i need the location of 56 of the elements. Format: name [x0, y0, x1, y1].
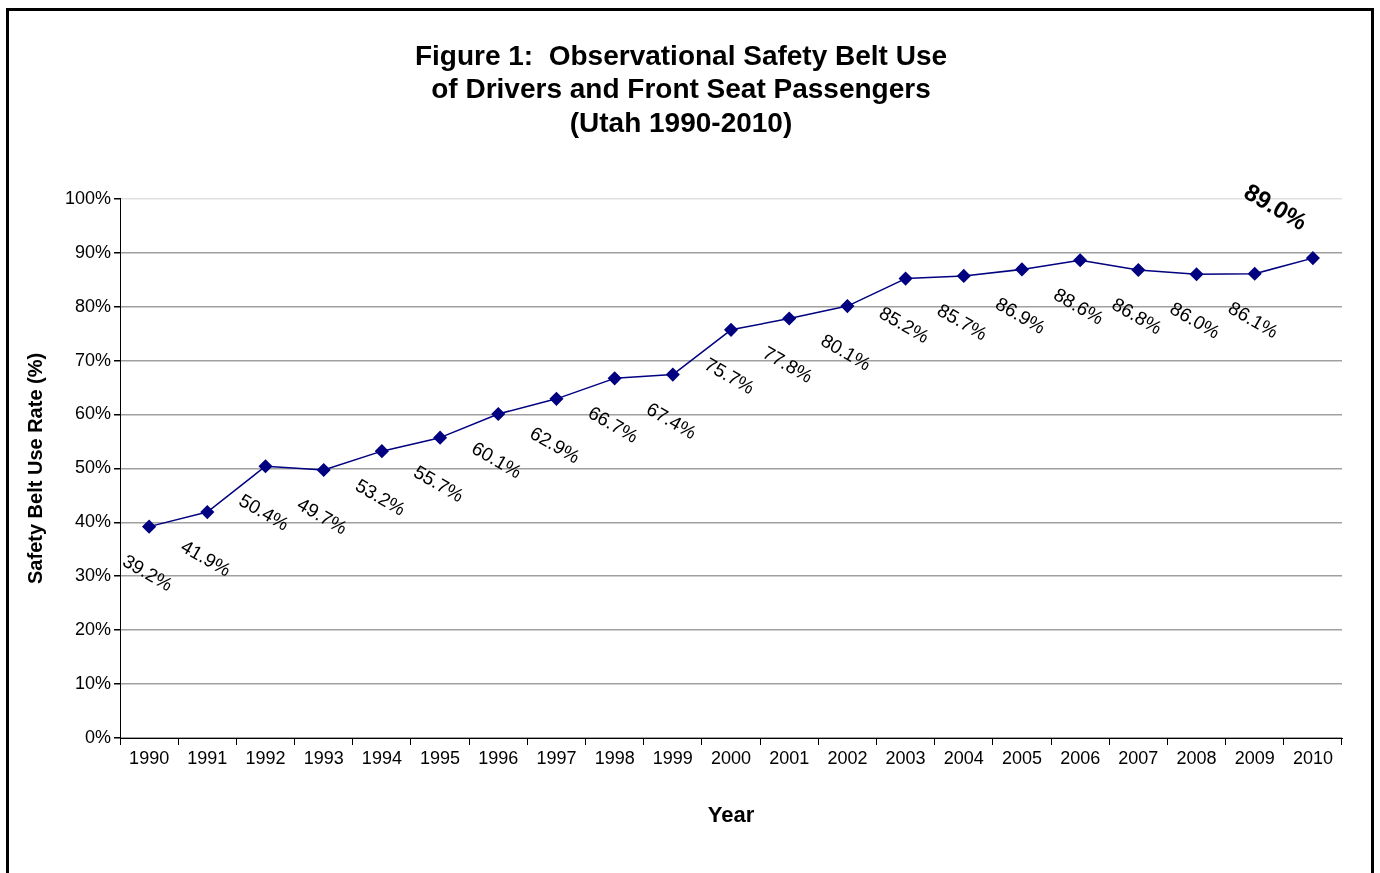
x-tick-label: 2007 [1118, 747, 1159, 768]
point [1306, 251, 1320, 265]
x-tick-label: 2008 [1176, 747, 1217, 768]
point [200, 505, 215, 519]
point [898, 271, 913, 286]
y-tick-label: 20% [75, 619, 112, 640]
point [142, 519, 156, 534]
x-tick-label: 1996 [478, 747, 519, 768]
point [491, 407, 506, 421]
point [724, 323, 738, 337]
x-tick-label: 2003 [885, 747, 926, 768]
point [316, 463, 331, 477]
x-tick-label: 1998 [594, 747, 635, 768]
x-tick-label: 1992 [245, 747, 286, 768]
y-tick-label: 10% [75, 673, 112, 694]
point [782, 311, 796, 326]
x-tick-label: 1999 [652, 747, 693, 768]
point [375, 444, 389, 458]
y-tick-label: 0% [85, 726, 112, 747]
y-tick-label: 40% [75, 511, 112, 532]
x-tick-label: 2004 [943, 747, 984, 768]
x-tick-label: 2005 [1001, 747, 1042, 768]
y-tick-label: 30% [75, 565, 112, 586]
y-tick-label: 60% [75, 403, 112, 424]
point [549, 392, 564, 406]
x-tick-label: 2010 [1292, 747, 1333, 768]
y-tick-label: 90% [75, 241, 112, 262]
x-tick-label: 2000 [711, 747, 752, 768]
point [1247, 267, 1262, 281]
y-axis-title: Safety Belt Use Rate (%) [23, 352, 46, 584]
chart-title: Figure 1: Observational Safety Belt Use of Drivers and Front Seat Passengers (Utah 1990-2010) [414, 39, 948, 138]
x-tick-label: 1994 [361, 747, 402, 768]
point [666, 367, 680, 382]
point [258, 459, 273, 473]
x-tick-label: 2009 [1234, 747, 1275, 768]
y-tick-label: 50% [75, 457, 112, 478]
y-tick-label: 100% [64, 187, 112, 208]
x-tick-label: 2002 [827, 747, 868, 768]
x-tick-label: 1991 [187, 747, 228, 768]
point [1131, 263, 1146, 277]
point [1189, 267, 1204, 282]
point [607, 371, 622, 386]
y-tick-label: 80% [75, 295, 112, 316]
point [1073, 253, 1087, 268]
x-axis-title: Year [707, 801, 755, 827]
point [840, 299, 855, 313]
y-tick-label: 70% [75, 349, 112, 370]
x-tick-label: 1990 [129, 747, 170, 768]
x-tick-label: 1995 [420, 747, 461, 768]
point [1015, 262, 1029, 277]
x-tick-label: 2006 [1060, 747, 1101, 768]
x-tick-label: 2001 [769, 747, 810, 768]
point [433, 430, 447, 445]
x-tick-label: 1993 [303, 747, 344, 768]
x-tick-label: 1997 [536, 747, 577, 768]
point [957, 269, 971, 283]
